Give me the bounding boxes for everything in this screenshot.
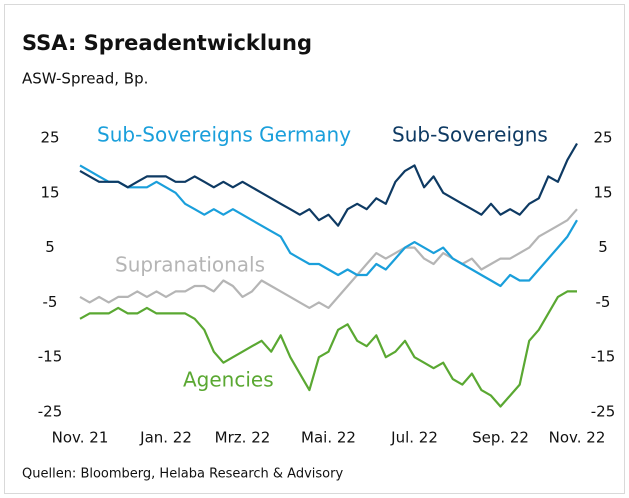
y-tick-label: 25 [40,129,59,147]
chart-subtitle: ASW-Spread, Bp. [22,70,148,88]
y2-tick-label: -25 [591,403,616,421]
series-label: Sub-Sovereigns Germany [97,123,351,147]
y2-tick-label: 5 [598,238,608,256]
x-tick-label: Sep. 22 [472,429,529,447]
card-border [4,4,625,494]
x-tick-label: Mai. 22 [301,429,356,447]
y2-tick-label: -15 [591,348,616,366]
x-tick-label: Jan. 22 [139,429,192,447]
y-tick-label: 15 [40,183,59,201]
series-label: Agencies [183,368,274,392]
y-tick-label: -15 [38,348,63,366]
y2-tick-label: 15 [593,183,612,201]
y-tick-label: 5 [45,238,55,256]
series-label: Supranationals [115,253,265,277]
series-line [79,208,578,309]
y2-tick-label: 25 [593,129,612,147]
series-label: Sub-Sovereigns [392,123,548,147]
series-line [79,290,577,408]
series-line [79,142,578,227]
y2-tick-label: -5 [596,293,611,311]
x-tick-label: Mrz. 22 [215,429,271,447]
chart-title: SSA: Spreadentwicklung [22,31,312,55]
source-note: Quellen: Bloomberg, Helaba Research & Ad… [22,467,343,482]
x-tick-label: Nov. 22 [549,429,606,447]
series-line [79,164,578,288]
x-tick-label: Jul. 22 [390,429,438,447]
x-tick-label: Nov. 21 [52,429,109,447]
y-tick-label: -25 [38,403,63,421]
y-tick-label: -5 [43,293,58,311]
